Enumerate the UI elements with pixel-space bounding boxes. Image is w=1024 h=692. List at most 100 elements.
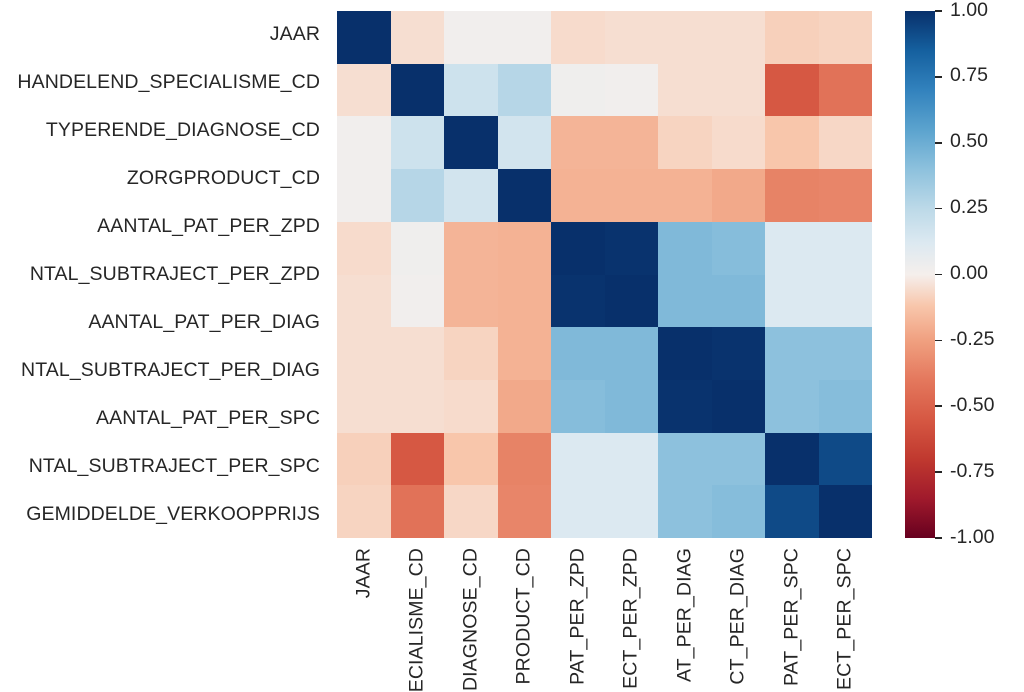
colorbar-tick-mark	[935, 207, 942, 210]
heatmap-cell	[818, 379, 872, 433]
colorbar-tick-labels: 1.00 0.75 0.50 0.25 0.00 -0.25 -0.50 -0.75 -1.00	[935, 0, 1024, 548]
heatmap-cell	[818, 169, 872, 222]
colorbar-tick-label: 0.50	[950, 130, 988, 153]
y-tick-label: TYPERENDE_DIAGNOSE_CD	[45, 119, 320, 142]
heatmap-cell	[818, 485, 872, 538]
colorbar-tick-label: 1.00	[950, 0, 988, 21]
colorbar-tick-mark	[935, 339, 942, 342]
heatmap-cell	[390, 432, 444, 486]
heatmap-cell	[604, 63, 658, 117]
y-tick-label: GEMIDDELDE_VERKOOPPRIJS	[26, 502, 320, 525]
heatmap-cell	[765, 63, 819, 117]
heatmap-cell	[551, 169, 605, 222]
heatmap-cell	[444, 274, 498, 328]
x-tick: AT_PER_DIAG	[658, 538, 712, 692]
heatmap-cell	[390, 11, 444, 64]
heatmap-cell	[497, 63, 551, 117]
heatmap-cell	[658, 169, 712, 222]
heatmap-cell	[604, 169, 658, 222]
heatmap-cell	[658, 379, 712, 433]
heatmap-cell	[765, 327, 819, 380]
heatmap-cell	[711, 63, 765, 117]
heatmap-cell	[551, 11, 605, 64]
colorbar-tick-label: 0.75	[950, 64, 988, 87]
y-tick-label: ZORGPRODUCT_CD	[126, 167, 320, 190]
heatmap-cell	[604, 116, 658, 170]
heatmap-cell	[711, 221, 765, 275]
y-tick-label: AANTAL_PAT_PER_ZPD	[97, 215, 320, 238]
heatmap-cell	[444, 485, 498, 538]
x-tick: PRODUCT_CD	[498, 538, 552, 692]
y-tick-label: NTAL_SUBTRAJECT_PER_ZPD	[29, 262, 320, 285]
x-tick: PAT_PER_SPC	[765, 538, 819, 692]
heatmap-cell	[337, 432, 391, 486]
colorbar-tick-mark	[935, 405, 942, 408]
heatmap-cell	[765, 11, 819, 64]
heatmap-cell	[711, 432, 765, 486]
heatmap-cell	[390, 116, 444, 170]
heatmap-cell	[604, 485, 658, 538]
y-tick-label: NTAL_SUBTRAJECT_PER_DIAG	[21, 358, 320, 381]
heatmap-cell	[551, 274, 605, 328]
heatmap-cell	[765, 221, 819, 275]
x-tick: CT_PER_DIAG	[712, 538, 766, 692]
x-tick-label: PAT_PER_SPC	[780, 548, 803, 687]
heatmap-cell	[818, 274, 872, 328]
heatmap-cell	[711, 169, 765, 222]
heatmap-grid	[337, 11, 872, 538]
heatmap-cell	[337, 485, 391, 538]
heatmap-cell	[444, 327, 498, 380]
heatmap-cell	[551, 221, 605, 275]
heatmap-cell	[818, 116, 872, 170]
heatmap-cell	[551, 327, 605, 380]
heatmap-cell	[497, 169, 551, 222]
heatmap-cell	[604, 11, 658, 64]
x-tick-label: CT_PER_DIAG	[726, 548, 749, 685]
heatmap-cell	[658, 63, 712, 117]
heatmap-cell	[497, 485, 551, 538]
heatmap-cell	[551, 432, 605, 486]
colorbar-tick-label: -0.50	[950, 393, 995, 416]
heatmap-cell	[711, 11, 765, 64]
colorbar-tick-label: -0.25	[950, 327, 995, 350]
heatmap-cell	[390, 63, 444, 117]
x-axis-tick-labels: JAAR ECIALISME_CD DIAGNOSE_CD PRODUCT_CD…	[337, 538, 872, 692]
heatmap-cell	[444, 11, 498, 64]
x-tick-label: JAAR	[352, 548, 375, 599]
heatmap-cell	[497, 327, 551, 380]
y-tick-label: NTAL_SUBTRAJECT_PER_SPC	[28, 454, 320, 477]
colorbar-tick-mark	[935, 273, 942, 276]
heatmap-cell	[497, 221, 551, 275]
y-tick-label: HANDELEND_SPECIALISME_CD	[17, 71, 320, 94]
colorbar-tick-mark	[935, 141, 942, 144]
colorbar-tick-label: -0.75	[950, 459, 995, 482]
heatmap-cell	[818, 432, 872, 486]
heatmap-cell	[551, 63, 605, 117]
heatmap-cell	[658, 221, 712, 275]
heatmap-cell	[390, 485, 444, 538]
x-tick: ECIALISME_CD	[391, 538, 445, 692]
x-tick-label: PRODUCT_CD	[512, 548, 535, 685]
colorbar-tick-label: 0.25	[950, 196, 988, 219]
x-tick-label: ECT_PER_SPC	[833, 548, 856, 690]
heatmap-cell	[658, 274, 712, 328]
heatmap-cell	[497, 379, 551, 433]
colorbar-tick-mark	[935, 76, 942, 78]
colorbar-tick-label: -1.00	[950, 525, 995, 548]
heatmap-cell	[711, 379, 765, 433]
heatmap-cell	[444, 432, 498, 486]
colorbar: 1.00 0.75 0.50 0.25 0.00 -0.25 -0.50 -0.75 -1.00	[905, 0, 1024, 548]
heatmap-cell	[604, 221, 658, 275]
heatmap-cell	[765, 274, 819, 328]
heatmap-cell	[337, 221, 391, 275]
colorbar-gradient	[905, 11, 935, 538]
heatmap-cell	[390, 379, 444, 433]
heatmap-cell	[818, 327, 872, 380]
heatmap-cell	[390, 169, 444, 222]
heatmap-cell	[765, 432, 819, 486]
colorbar-tick-mark	[935, 471, 942, 473]
heatmap-cell	[711, 274, 765, 328]
heatmap-cell	[711, 116, 765, 170]
heatmap-cell	[390, 327, 444, 380]
